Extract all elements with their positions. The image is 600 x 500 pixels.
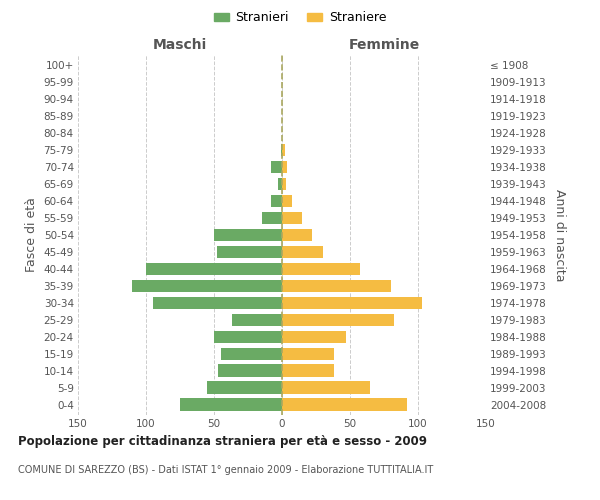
Bar (262, 212, 282, 224)
Bar (282, 228, 312, 241)
Bar (146, 262, 282, 276)
Bar (133, 280, 282, 292)
Bar (214, 228, 282, 241)
Bar (282, 280, 391, 292)
Bar (282, 262, 359, 276)
Bar (271, 194, 282, 207)
Bar (282, 314, 394, 326)
Bar (282, 144, 285, 156)
Bar (282, 348, 334, 360)
Legend: Stranieri, Straniere: Stranieri, Straniere (209, 6, 391, 29)
Text: Femmine: Femmine (349, 38, 419, 52)
Bar (271, 160, 282, 173)
Bar (217, 246, 282, 258)
Bar (180, 398, 282, 411)
Bar (282, 212, 302, 224)
Bar (282, 382, 370, 394)
Bar (278, 178, 282, 190)
Bar (282, 398, 407, 411)
Bar (221, 348, 282, 360)
Bar (153, 296, 282, 310)
Text: Popolazione per cittadinanza straniera per età e sesso - 2009: Popolazione per cittadinanza straniera p… (18, 435, 427, 448)
Bar (282, 330, 346, 344)
Bar (218, 364, 282, 377)
Bar (232, 314, 282, 326)
Y-axis label: Anni di nascita: Anni di nascita (553, 188, 566, 281)
Bar (281, 144, 282, 156)
Text: Maschi: Maschi (153, 38, 207, 52)
Bar (282, 194, 292, 207)
Bar (207, 382, 282, 394)
Text: COMUNE DI SAREZZO (BS) - Dati ISTAT 1° gennaio 2009 - Elaborazione TUTTITALIA.IT: COMUNE DI SAREZZO (BS) - Dati ISTAT 1° g… (18, 465, 433, 475)
Bar (282, 246, 323, 258)
Bar (282, 160, 287, 173)
Bar (282, 178, 286, 190)
Bar (282, 296, 422, 310)
Bar (282, 364, 334, 377)
Y-axis label: Fasce di età: Fasce di età (25, 198, 38, 272)
Bar (214, 330, 282, 344)
